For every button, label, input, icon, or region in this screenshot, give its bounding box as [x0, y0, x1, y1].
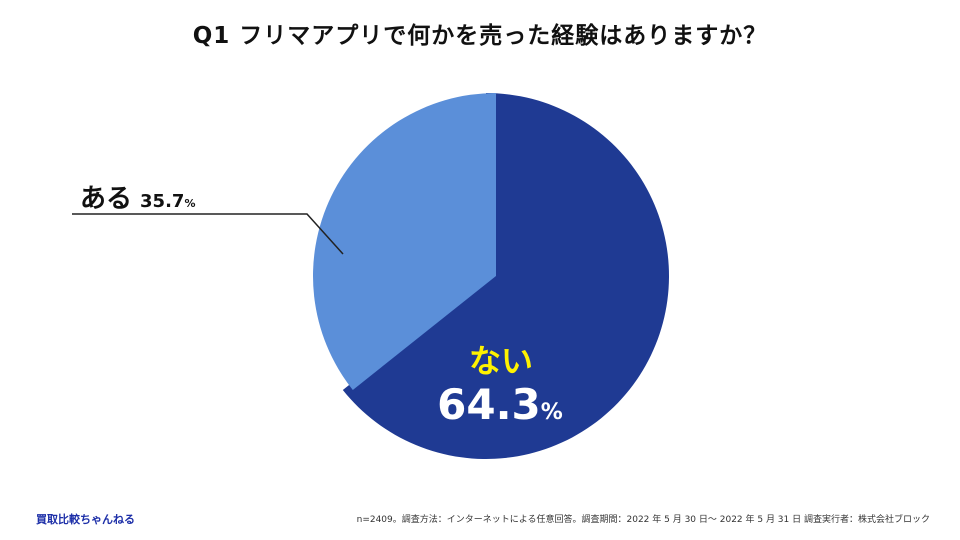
- chart-title: Q1 フリマアプリで何かを売った経験はありますか？: [192, 23, 768, 49]
- brand-name: 買取比較ちゃんねる: [36, 513, 135, 526]
- slice-label-aru: ある 35.7%: [80, 178, 195, 215]
- slice-name-aru: ある: [80, 184, 133, 214]
- slice-value-aru: 35.7: [140, 191, 185, 212]
- pie-slice-nai: [342, 93, 669, 460]
- slice-unit-nai: %: [540, 400, 563, 425]
- slice-name-nai: ない: [468, 342, 533, 380]
- slice-value-nai-number: 64.3: [437, 380, 541, 429]
- survey-footnote: n=2409。調査方法：インターネットによる任意回答。調査期間：2022 年 5…: [356, 515, 930, 525]
- leader-line-aru: [72, 213, 344, 255]
- pie-slice-aru: [313, 93, 496, 390]
- slice-value-nai: 64.3%: [420, 380, 580, 429]
- slice-unit-aru: %: [184, 197, 196, 210]
